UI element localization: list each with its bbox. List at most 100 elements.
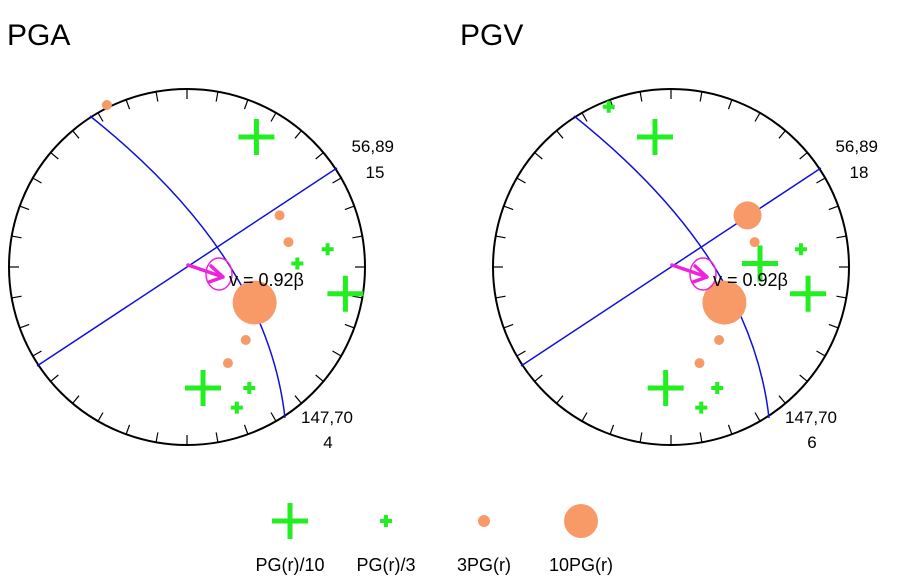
tick-mark bbox=[639, 432, 643, 443]
tick-mark bbox=[32, 350, 42, 357]
tick-mark bbox=[778, 130, 786, 139]
station-marker bbox=[274, 210, 285, 221]
plane-a-value-label: 18 bbox=[850, 163, 869, 182]
tick-mark bbox=[19, 205, 30, 211]
tick-mark bbox=[609, 424, 615, 435]
tick-mark bbox=[294, 395, 302, 404]
station-marker bbox=[230, 401, 243, 414]
stereonet-ticks bbox=[9, 89, 365, 445]
plane-b-angles-label: 147,70 bbox=[785, 408, 837, 427]
tick-mark bbox=[315, 374, 324, 382]
nodal-plane-a bbox=[520, 167, 822, 367]
tick-mark bbox=[727, 424, 733, 435]
tick-mark bbox=[799, 374, 808, 382]
station-marker bbox=[702, 280, 747, 325]
tick-mark bbox=[556, 130, 564, 139]
station-marker bbox=[602, 100, 615, 113]
tick-mark bbox=[816, 350, 826, 357]
station-marker bbox=[636, 119, 673, 156]
tick-mark bbox=[332, 177, 342, 184]
tick-mark bbox=[215, 432, 219, 443]
tick-mark bbox=[727, 99, 733, 110]
legend-marker bbox=[564, 504, 598, 538]
rupture-direction-arrow bbox=[670, 263, 709, 284]
plane-a-angles-label: 56,89 bbox=[351, 137, 394, 156]
legend-label-pg-3: PG(r)/3 bbox=[356, 555, 415, 575]
tick-mark bbox=[344, 323, 355, 329]
legend-marker bbox=[272, 503, 308, 539]
velocity-label: v = 0.92β bbox=[713, 270, 788, 290]
station-marker bbox=[695, 401, 708, 414]
tick-mark bbox=[352, 295, 363, 299]
tick-mark bbox=[495, 235, 506, 239]
tick-mark bbox=[534, 152, 543, 160]
tick-mark bbox=[581, 412, 588, 422]
tick-mark bbox=[294, 130, 302, 139]
station-marker bbox=[222, 358, 233, 369]
tick-mark bbox=[556, 395, 564, 404]
station-marker bbox=[749, 237, 760, 248]
tick-mark bbox=[581, 112, 588, 122]
station-marker bbox=[291, 257, 304, 270]
tick-mark bbox=[215, 91, 219, 102]
station-marker bbox=[185, 370, 222, 407]
tick-mark bbox=[778, 395, 786, 404]
station-marker bbox=[694, 358, 705, 369]
rupture-direction-ellipse bbox=[689, 257, 717, 291]
legend-symbol-pg-10 bbox=[272, 503, 308, 539]
legend-symbol-pg-3 bbox=[380, 515, 392, 527]
panel-pga: PGA v = 0.92β 56,89 15 147,70 4 bbox=[7, 19, 394, 452]
stereonet bbox=[492, 88, 850, 446]
legend-label-3pg: 3PG(r) bbox=[457, 555, 511, 575]
velocity-label: v = 0.92β bbox=[229, 270, 304, 290]
station-marker bbox=[647, 370, 684, 407]
tick-mark bbox=[155, 432, 159, 443]
stereonet-circle bbox=[8, 88, 366, 446]
tick-mark bbox=[332, 350, 342, 357]
tick-mark bbox=[799, 152, 808, 160]
stereonet-ticks bbox=[493, 89, 849, 445]
station-marker bbox=[238, 119, 275, 156]
tick-mark bbox=[72, 395, 80, 404]
station-markers bbox=[101, 100, 364, 414]
legend-label-10pg: 10PG(r) bbox=[549, 555, 613, 575]
station-marker bbox=[283, 237, 294, 248]
station-marker bbox=[794, 243, 807, 256]
station-markers bbox=[602, 100, 827, 414]
tick-mark bbox=[97, 412, 104, 422]
tick-mark bbox=[828, 323, 839, 329]
station-marker bbox=[714, 334, 725, 345]
legend-label-pg-10: PG(r)/10 bbox=[255, 555, 324, 575]
tick-mark bbox=[699, 432, 703, 443]
tick-mark bbox=[352, 235, 363, 239]
rupture-direction-arrow bbox=[186, 263, 225, 284]
plane-b-value-label: 4 bbox=[323, 433, 332, 452]
tick-mark bbox=[50, 152, 59, 160]
station-marker bbox=[711, 382, 724, 395]
station-marker bbox=[321, 243, 334, 256]
legend-symbol-3pg bbox=[478, 515, 490, 527]
panel-pgv: PGV v = 0.92β 56,89 18 147,70 6 bbox=[460, 19, 878, 452]
tick-mark bbox=[11, 295, 22, 299]
plane-b-angles-label: 147,70 bbox=[301, 408, 353, 427]
tick-mark bbox=[32, 177, 42, 184]
tick-mark bbox=[243, 99, 249, 110]
tick-mark bbox=[699, 91, 703, 102]
tick-mark bbox=[816, 177, 826, 184]
tick-mark bbox=[516, 350, 526, 357]
station-marker bbox=[101, 100, 112, 111]
tick-mark bbox=[243, 424, 249, 435]
legend: PG(r)/10 PG(r)/3 3PG(r) 10PG(r) bbox=[255, 503, 613, 575]
tick-mark bbox=[270, 412, 277, 422]
tick-mark bbox=[639, 91, 643, 102]
rupture-direction-ellipse bbox=[205, 257, 233, 291]
tick-mark bbox=[754, 112, 761, 122]
stereonet bbox=[8, 88, 366, 446]
tick-mark bbox=[754, 412, 761, 422]
tick-mark bbox=[828, 205, 839, 211]
station-marker bbox=[733, 201, 762, 230]
station-marker bbox=[742, 245, 778, 282]
station-marker bbox=[232, 280, 277, 325]
tick-mark bbox=[19, 323, 30, 329]
